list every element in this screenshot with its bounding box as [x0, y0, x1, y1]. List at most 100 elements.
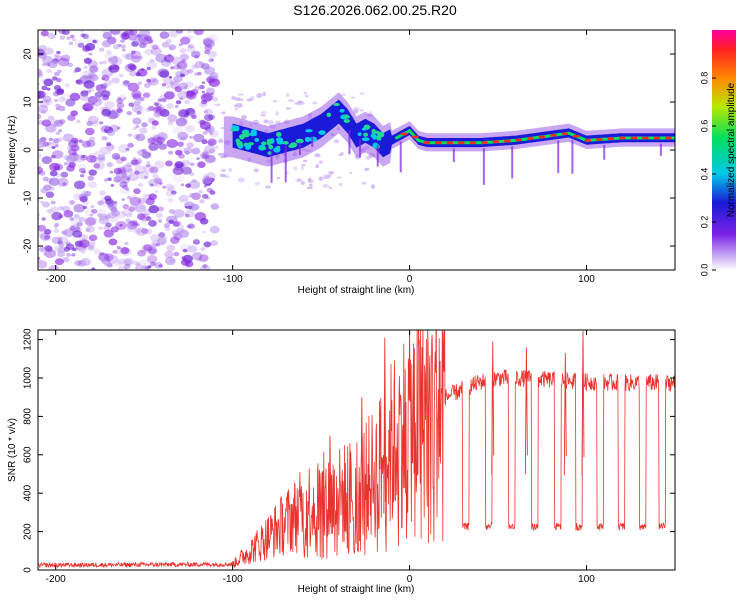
noise-blob	[66, 252, 72, 257]
noise-blob	[85, 228, 91, 232]
noise-blob	[200, 94, 207, 99]
noise-blob	[175, 30, 184, 34]
noise-blob	[180, 183, 185, 186]
ridge-blob	[305, 129, 313, 133]
noise-blob	[172, 166, 184, 176]
noise-blob	[118, 73, 124, 78]
noise-blob	[199, 266, 209, 270]
noise-blob	[208, 58, 214, 63]
noise-blob	[53, 85, 62, 91]
noise-blob	[101, 40, 112, 48]
noise-blob	[99, 252, 104, 256]
noise-blob	[33, 145, 38, 148]
noise-blob	[73, 213, 80, 219]
noise-blob	[120, 247, 130, 255]
ridge-blob	[282, 140, 289, 145]
noise-blob	[51, 145, 56, 149]
noise-blob	[41, 119, 52, 127]
noise-blob	[141, 122, 148, 128]
noise-blob	[84, 208, 95, 217]
noise-blob	[126, 168, 134, 174]
noise-blob	[65, 243, 75, 251]
noise-blob	[38, 260, 48, 269]
noise-blob	[121, 198, 125, 201]
ridge-core	[232, 99, 675, 158]
noise-blob	[202, 176, 213, 184]
noise-blob	[102, 31, 112, 40]
snr-x-ticks: -200 -100 0 100	[46, 330, 595, 585]
noise-blob	[97, 154, 106, 161]
noise-blob	[75, 137, 84, 144]
noise-blob	[44, 244, 53, 251]
noise-blob	[79, 196, 88, 203]
noise-blob	[177, 141, 184, 147]
noise-blob	[228, 167, 232, 173]
noise-blob	[92, 39, 97, 44]
noise-blob	[338, 183, 343, 186]
noise-blob	[178, 153, 185, 159]
noise-blob	[171, 229, 180, 236]
spectrogram-content	[33, 30, 675, 270]
noise-blob	[160, 59, 171, 67]
noise-blob	[48, 265, 60, 270]
noise-blob	[74, 40, 85, 48]
noise-blob	[104, 52, 114, 60]
figure-title: S126.2026.062.00.25.R20	[293, 2, 457, 18]
noise-blob	[46, 68, 53, 74]
noise-blob	[238, 177, 245, 183]
noise-blob	[179, 47, 187, 54]
noise-blob	[325, 174, 332, 178]
noise-blob	[304, 94, 309, 98]
noise-blob	[153, 177, 162, 184]
noise-blob	[168, 75, 173, 79]
noise-blob	[105, 49, 112, 55]
noise-blob	[186, 45, 196, 53]
y-tick-label: 200	[23, 523, 34, 540]
snr-spike	[491, 341, 495, 475]
noise-blob	[204, 125, 215, 133]
noise-blob	[254, 181, 261, 186]
noise-blob	[38, 151, 42, 160]
noise-blob	[155, 212, 164, 219]
noise-blob	[184, 260, 194, 268]
noise-blob	[135, 72, 141, 77]
noise-blob	[71, 38, 76, 42]
noise-blob	[108, 238, 118, 246]
ridge-blob	[266, 138, 273, 145]
noise-blob	[210, 58, 215, 62]
ridge-blob	[376, 135, 382, 141]
noise-blob	[139, 127, 148, 134]
noise-blob	[71, 253, 76, 257]
noise-blob	[84, 217, 96, 226]
noise-blob	[198, 189, 204, 194]
noise-blob	[118, 94, 127, 101]
noise-blob	[56, 89, 65, 96]
noise-blob	[58, 96, 66, 103]
noise-blob	[133, 36, 144, 44]
noise-blob	[40, 187, 48, 194]
noise-blob	[174, 64, 181, 70]
noise-blob	[186, 161, 191, 165]
noise-blob	[140, 68, 145, 71]
noise-blob	[89, 88, 95, 92]
noise-blob	[148, 219, 157, 227]
noise-blob	[54, 258, 64, 266]
noise-blob	[209, 130, 219, 138]
noise-blob	[82, 33, 89, 39]
noise-blob	[61, 93, 71, 101]
noise-blob	[73, 193, 83, 201]
noise-blob	[75, 243, 80, 248]
noise-blob	[147, 105, 155, 111]
noise-blob	[159, 109, 170, 117]
noise-blob	[157, 218, 162, 222]
noise-blob	[328, 186, 333, 190]
noise-blob	[297, 178, 302, 182]
noise-blob	[193, 133, 205, 143]
noise-blob	[63, 210, 74, 218]
noise-blob	[38, 120, 44, 125]
noise-blob	[184, 150, 190, 155]
noise-blob	[134, 105, 146, 114]
noise-blob	[50, 200, 56, 205]
noise-blob	[78, 216, 86, 222]
noise-blob	[336, 176, 342, 179]
